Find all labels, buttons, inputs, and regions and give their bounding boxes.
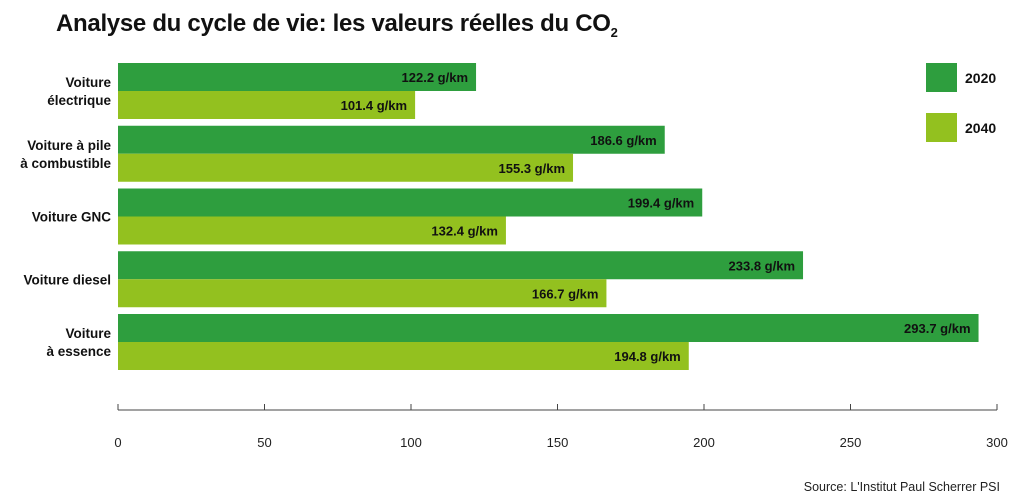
source-note: Source: L'Institut Paul Scherrer PSI	[803, 480, 1000, 494]
x-tick-label: 0	[114, 435, 121, 450]
bar-value-label: 122.2 g/km	[402, 70, 469, 85]
bar-value-label: 101.4 g/km	[341, 98, 408, 113]
bar-value-label: 194.8 g/km	[614, 349, 681, 364]
x-tick-label: 250	[840, 435, 862, 450]
bar-2040	[118, 216, 506, 245]
chart-title-text: Analyse du cycle de vie: les valeurs rée…	[56, 10, 611, 37]
bars	[118, 63, 979, 370]
category-label: Voiture à pile à combustible	[20, 138, 111, 171]
bar-2040	[118, 91, 416, 119]
bar-value-label: 233.8 g/km	[729, 258, 796, 273]
category-label-line: Voiture	[65, 75, 111, 90]
bar-2040	[118, 153, 574, 182]
legend-label: 2020	[965, 70, 996, 86]
bar-2020	[118, 314, 979, 342]
category-label: Voiture électrique	[47, 75, 111, 108]
legend-swatch-2040	[926, 113, 957, 142]
bar-value-label: 132.4 g/km	[431, 224, 498, 239]
chart-title: Analyse du cycle de vie: les valeurs rée…	[56, 10, 618, 40]
category-label: Voiture diesel	[23, 272, 111, 287]
category-label-line: électrique	[47, 93, 111, 108]
legend-label: 2040	[965, 120, 996, 136]
bar-value-labels: 122.2 g/km 101.4 g/km 186.6 g/km 155.3 g/km…	[341, 70, 971, 364]
bar-2040	[118, 342, 689, 370]
x-tick-label: 200	[693, 435, 715, 450]
legend: 2020 2040	[926, 63, 996, 142]
category-label-line: Voiture diesel	[23, 272, 111, 287]
bar-2040	[118, 279, 607, 308]
bar-value-label: 199.4 g/km	[628, 196, 695, 211]
category-label-line: à combustible	[20, 156, 111, 171]
category-label-line: Voiture GNC	[32, 210, 112, 225]
category-label: Voiture GNC	[32, 210, 112, 225]
x-tick-label: 100	[400, 435, 422, 450]
category-labels: Voiture électrique Voiture à pile à combust…	[20, 75, 111, 359]
x-tick-label: 50	[257, 435, 271, 450]
bar-2020	[118, 63, 477, 91]
category-label-line: à essence	[46, 344, 111, 359]
x-tick-label: 150	[547, 435, 569, 450]
category-label: Voiture à essence	[46, 326, 111, 359]
x-axis: 0 50 100 150 200 250 300	[114, 404, 1008, 450]
chart-title-subscript: 2	[610, 25, 618, 40]
legend-swatch-2020	[926, 63, 957, 92]
x-tick-label: 300	[986, 435, 1008, 450]
bar-value-label: 293.7 g/km	[904, 321, 971, 336]
bar-value-label: 155.3 g/km	[499, 161, 566, 176]
category-label-line: Voiture	[65, 326, 111, 341]
bar-2020	[118, 188, 703, 217]
bar-value-label: 186.6 g/km	[590, 133, 657, 148]
bar-2020	[118, 125, 665, 154]
bar-value-label: 166.7 g/km	[532, 286, 599, 301]
category-label-line: Voiture à pile	[27, 138, 111, 153]
bar-2020	[118, 251, 804, 280]
